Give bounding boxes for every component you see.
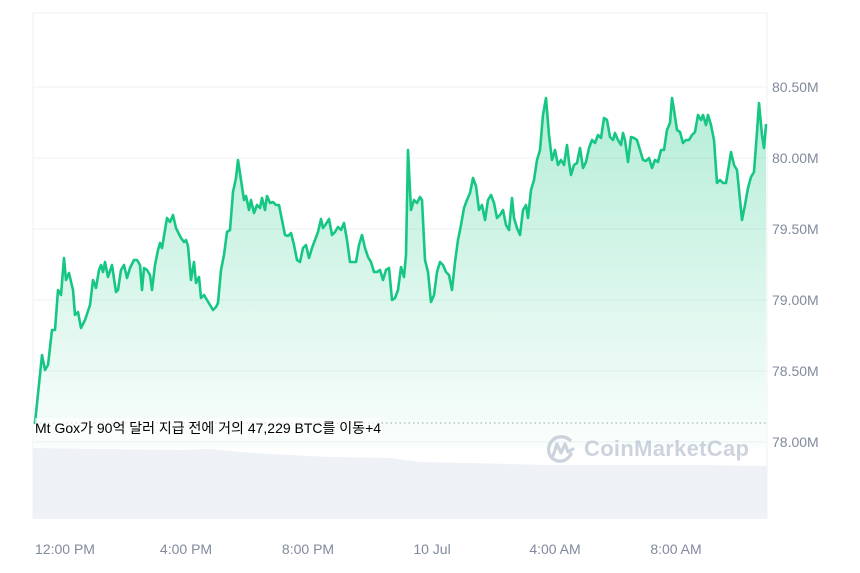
volume-bars: [33, 448, 767, 519]
y-tick-label: 78.50M: [772, 363, 819, 379]
x-tick-label: 8:00 AM: [650, 541, 702, 557]
coinmarketcap-logo-icon: [546, 435, 575, 463]
y-tick-label: 80.50M: [772, 79, 819, 95]
x-tick-label: 8:00 PM: [281, 541, 335, 557]
watermark-text: CoinMarketCap: [584, 436, 750, 461]
x-tick-label: 10 Jul: [413, 541, 451, 557]
x-tick-label: 4:00 PM: [159, 541, 213, 557]
y-tick-label: 78.00M: [772, 434, 819, 450]
y-tick-label: 80.00M: [772, 150, 819, 166]
market-cap-line[interactable]: [33, 96, 768, 425]
watermark: CoinMarketCap: [544, 432, 749, 466]
x-tick-label: 12:00 PM: [35, 541, 95, 557]
y-tick-label: 79.50M: [772, 221, 819, 237]
x-tick-label: 4:00 AM: [529, 541, 581, 557]
news-annotation[interactable]: Mt Gox가 90억 달러 지급 전에 거의 47,229 BTC를 이동+4: [35, 418, 382, 438]
y-tick-label: 79.00M: [772, 292, 819, 308]
